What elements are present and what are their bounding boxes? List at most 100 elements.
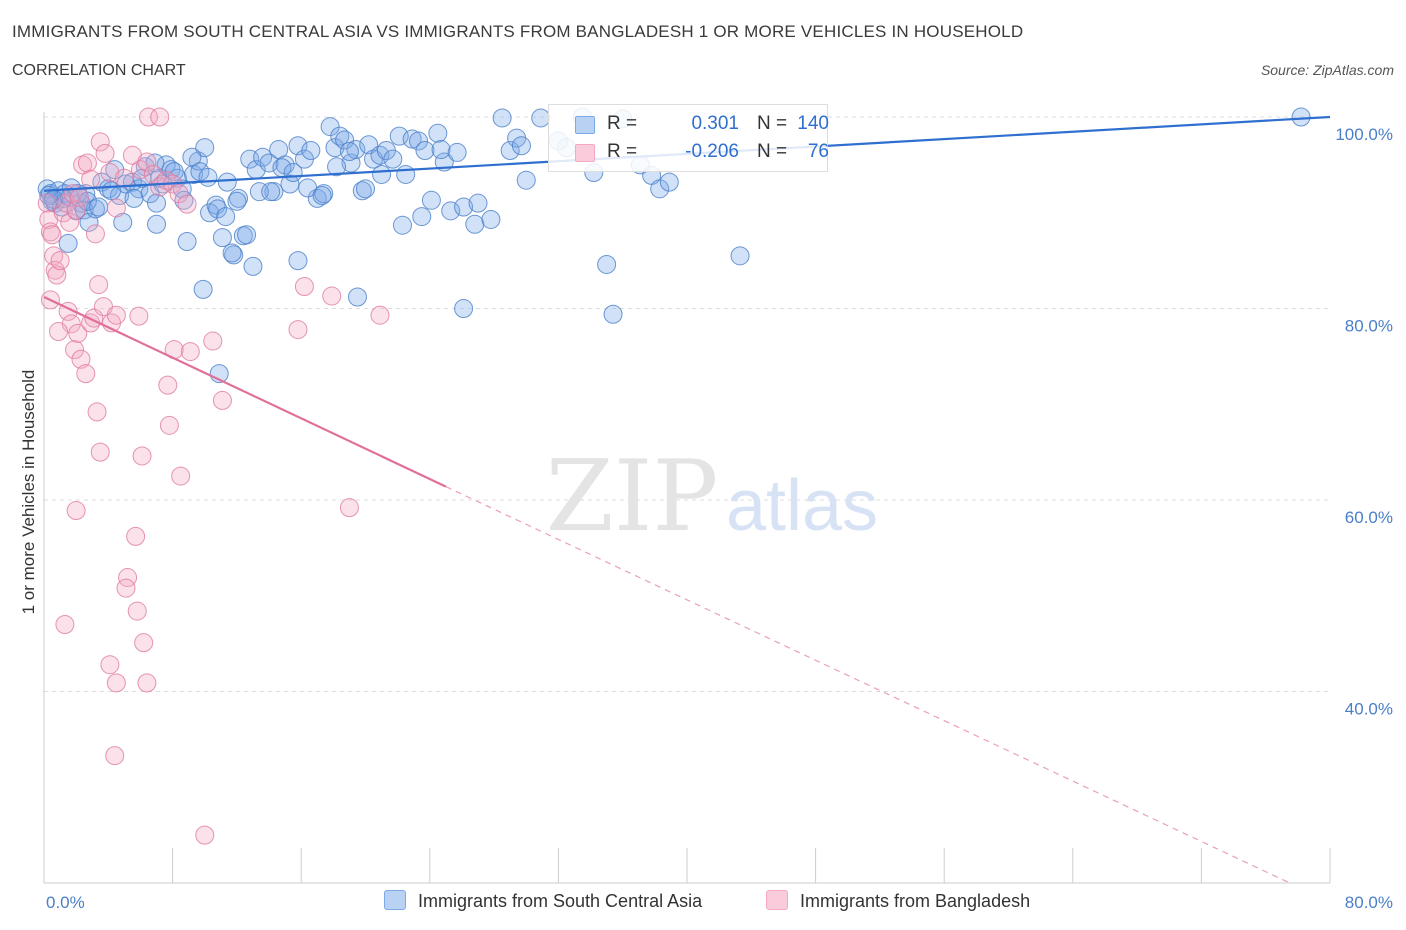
source-label: Source: ZipAtlas.com: [1260, 62, 1394, 78]
data-point: [66, 501, 86, 521]
data-point: [454, 197, 474, 217]
data-point: [85, 224, 105, 244]
data-point: [90, 132, 110, 152]
y-tick-label: 40.0%: [1345, 700, 1393, 719]
legend-swatch-blue: [575, 116, 595, 134]
data-point: [50, 251, 70, 271]
data-point: [516, 170, 536, 190]
data-point: [222, 243, 242, 263]
data-point: [106, 198, 126, 218]
data-point: [322, 286, 342, 306]
data-point: [98, 179, 118, 199]
data-point: [180, 342, 200, 362]
tick-labels: 40.0% 60.0% 80.0% 100.0% 0.0% 80.0%: [46, 125, 1393, 912]
r-label: R =: [607, 113, 638, 134]
data-point: [327, 157, 347, 177]
trend-line-bangladesh: [43, 296, 447, 488]
data-point: [137, 673, 157, 693]
data-point: [465, 214, 485, 234]
data-point: [492, 108, 512, 128]
data-point: [402, 129, 422, 149]
r-value: -0.206: [685, 141, 739, 162]
data-point: [294, 276, 314, 296]
data-point: [77, 153, 97, 173]
data-point: [171, 466, 191, 486]
data-point: [106, 673, 126, 693]
data-point: [447, 142, 467, 162]
n-label: N =: [757, 113, 788, 134]
n-value: 140: [797, 113, 829, 134]
chart-subtitle: CORRELATION CHART: [12, 62, 186, 79]
watermark-zip: ZIP: [546, 440, 719, 554]
data-point: [288, 320, 308, 340]
x-tick-label: 80.0%: [1345, 893, 1393, 912]
data-point: [182, 147, 202, 167]
data-point: [137, 152, 157, 172]
data-point: [81, 169, 101, 189]
legend-swatch-blue: [384, 890, 406, 910]
data-point: [409, 131, 429, 151]
data-point: [261, 182, 281, 202]
data-point: [105, 746, 125, 766]
r-value: 0.301: [691, 113, 739, 134]
data-point: [87, 402, 107, 422]
data-point: [603, 304, 623, 324]
data-point: [237, 225, 257, 245]
data-point: [283, 163, 303, 183]
data-point: [40, 222, 60, 242]
data-point: [124, 188, 144, 208]
data-point: [57, 193, 77, 213]
axes: [43, 112, 1331, 884]
r-label: R =: [607, 141, 638, 162]
data-point: [383, 149, 403, 169]
data-point: [288, 251, 308, 271]
legend-item-bangladesh: Immigrants from Bangladesh: [766, 890, 1030, 912]
data-point: [198, 167, 218, 187]
data-point: [659, 172, 679, 192]
data-point: [212, 390, 232, 410]
data-point: [431, 140, 451, 160]
data-point: [730, 246, 750, 266]
data-point: [134, 633, 154, 653]
data-point: [169, 184, 189, 204]
data-point: [249, 182, 269, 202]
data-point: [158, 375, 178, 395]
data-point: [229, 188, 249, 208]
data-point: [177, 231, 197, 251]
data-point: [193, 279, 213, 299]
data-point: [58, 233, 78, 253]
data-point: [138, 107, 158, 127]
data-point: [352, 181, 372, 201]
data-point: [216, 207, 236, 227]
data-point: [68, 323, 88, 343]
data-point: [511, 136, 531, 156]
y-axis-label: 1 or more Vehicles in Household: [19, 370, 38, 615]
x-tick-label: 0.0%: [46, 893, 85, 912]
data-point: [174, 190, 194, 210]
data-point: [66, 200, 86, 220]
data-point: [412, 207, 432, 227]
n-label: N =: [757, 141, 788, 162]
data-point: [325, 138, 345, 158]
data-point: [339, 141, 359, 161]
data-point: [129, 306, 149, 326]
legend-label: Immigrants from Bangladesh: [800, 891, 1031, 911]
data-point: [372, 164, 392, 184]
legend-swatch-pink: [575, 144, 595, 162]
data-point: [346, 140, 366, 160]
data-point: [650, 179, 670, 199]
trend-line-bangladesh-extrapolated: [445, 486, 1291, 884]
data-point: [441, 201, 461, 221]
data-point: [208, 199, 228, 219]
data-point: [1291, 107, 1311, 127]
data-point: [339, 498, 359, 518]
data-point: [335, 130, 355, 150]
data-point: [147, 193, 167, 213]
data-point: [37, 193, 57, 213]
data-point: [100, 655, 120, 675]
y-tick-label: 80.0%: [1345, 317, 1393, 336]
watermark-atlas: atlas: [726, 466, 878, 546]
legend-swatch-pink: [766, 890, 788, 910]
n-value: 76: [807, 141, 829, 162]
data-point: [428, 123, 448, 143]
